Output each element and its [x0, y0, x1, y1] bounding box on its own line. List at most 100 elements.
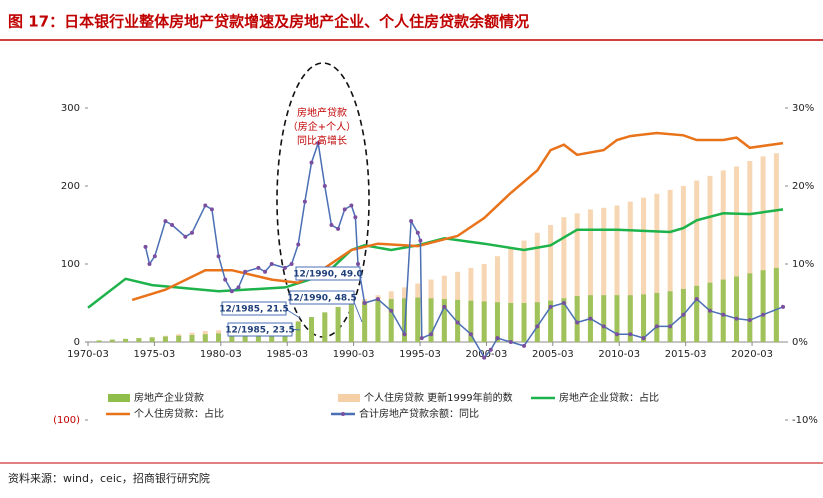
bar [441, 299, 447, 342]
x-tick-label: 1995-03 [399, 349, 441, 360]
point [256, 265, 261, 270]
bar [667, 189, 673, 342]
y-tick-label: 200 [61, 181, 80, 192]
bar [574, 213, 580, 342]
bar [123, 338, 129, 342]
point [614, 332, 619, 337]
point [402, 332, 407, 337]
legend-label: 合计房地产贷款余额：同比 [359, 407, 479, 420]
point [316, 141, 321, 146]
bar [162, 336, 168, 342]
point [356, 262, 361, 266]
point [282, 265, 287, 270]
y-tick-label: (100) [53, 415, 80, 426]
point [263, 269, 268, 274]
point [641, 336, 646, 341]
point [415, 230, 420, 235]
point [548, 304, 553, 309]
bar [654, 193, 660, 342]
point [522, 343, 527, 348]
point [747, 318, 752, 323]
bar [322, 312, 328, 342]
bar [654, 292, 660, 342]
bar [309, 317, 315, 342]
legend-label: 个人住房贷款 更新1999年前的数 [364, 391, 513, 404]
bar [627, 295, 633, 342]
bar [561, 298, 567, 342]
point [707, 308, 712, 313]
line [131, 131, 784, 302]
point [429, 332, 434, 337]
point [269, 262, 274, 266]
bar [574, 295, 580, 342]
y2-tick-label: 20% [792, 181, 814, 192]
bar [362, 301, 368, 342]
bar [641, 197, 647, 342]
x-tick-label: 1970-03 [67, 349, 109, 360]
point [508, 340, 513, 344]
point [681, 312, 686, 317]
bar [760, 156, 766, 342]
annotation: 同比高增长 [297, 134, 347, 147]
point [147, 262, 152, 266]
bar [734, 166, 740, 342]
x-tick-label: 1985-03 [266, 349, 308, 360]
y2-tick-label: -10% [792, 415, 818, 426]
point [143, 244, 148, 249]
callout-box [289, 290, 355, 305]
point [183, 234, 188, 239]
bar [176, 335, 182, 342]
callout-leader [283, 307, 301, 319]
bar [773, 153, 779, 342]
bar [494, 256, 500, 342]
chart-title: 图 17：日本银行业整体房地产贷款增速及房地产企业、个人住房贷款余额情况 [8, 13, 529, 31]
point [781, 304, 786, 309]
point [535, 324, 540, 329]
bar [548, 300, 554, 342]
point [601, 324, 606, 329]
annotation: （房企+个人） [288, 120, 356, 133]
point [209, 207, 214, 212]
bar [534, 302, 540, 342]
callout-box [295, 266, 361, 281]
bar [601, 295, 607, 342]
x-tick-label: 2010-03 [598, 349, 640, 360]
point [170, 223, 175, 227]
point [342, 207, 347, 212]
point [302, 199, 307, 204]
bar [216, 333, 222, 342]
callout-label: 12/1985, 23.5 [225, 326, 295, 336]
bar [202, 334, 208, 342]
bar [229, 332, 235, 342]
bar [534, 232, 540, 342]
bar [760, 270, 766, 342]
point [322, 184, 327, 188]
bar [667, 291, 673, 342]
bar [641, 294, 647, 342]
point [628, 332, 633, 337]
bar [401, 298, 407, 342]
bar [587, 209, 593, 342]
x-tick-label: 1990-03 [333, 349, 375, 360]
bar [109, 339, 115, 342]
bar [375, 299, 381, 342]
bar [694, 285, 700, 342]
legend-label: 房地产企业贷款：占比 [559, 391, 659, 404]
point [455, 320, 460, 325]
point [694, 297, 699, 302]
bar [242, 331, 248, 342]
point [336, 226, 341, 231]
bar [468, 300, 474, 342]
point [296, 242, 301, 247]
bar [96, 340, 102, 342]
bar [614, 205, 620, 342]
bar [348, 303, 354, 342]
point [389, 308, 394, 313]
point [575, 320, 580, 325]
point [223, 277, 228, 282]
legend-swatch [338, 394, 360, 402]
point [442, 304, 447, 309]
legend-swatch [108, 394, 130, 402]
point [654, 324, 659, 329]
bar [694, 180, 700, 342]
